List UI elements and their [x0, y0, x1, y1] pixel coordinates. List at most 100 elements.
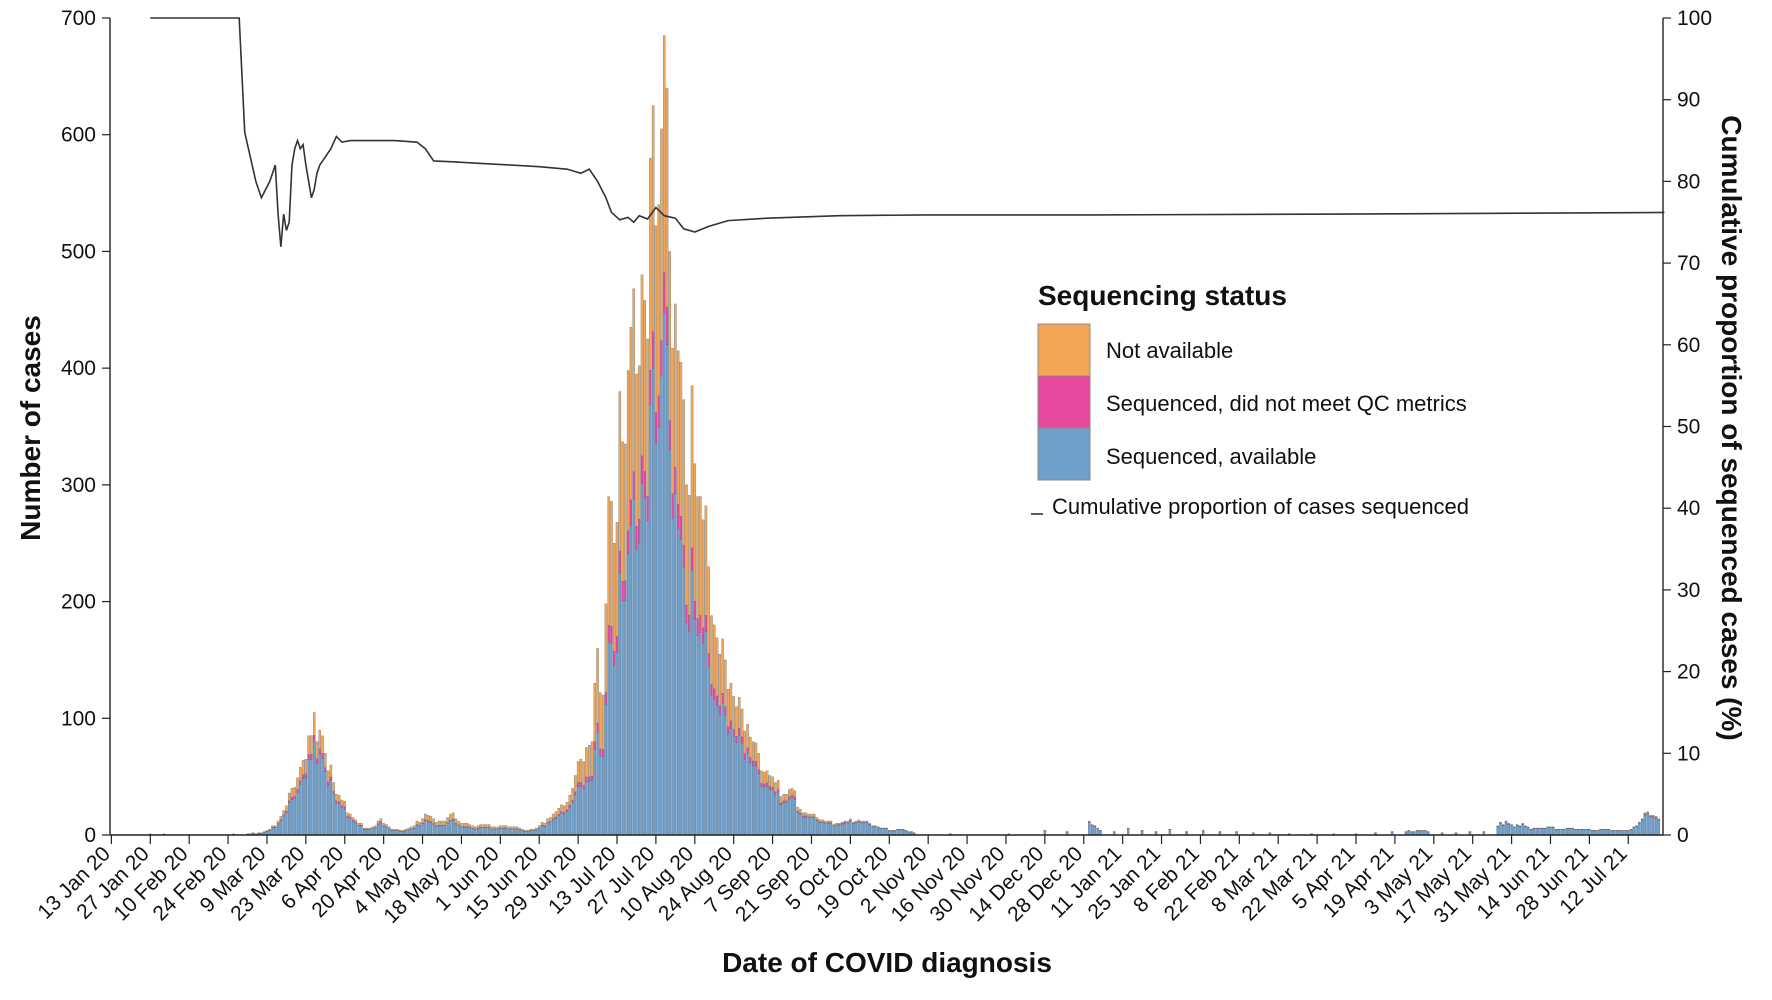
bar-segment [807, 813, 810, 817]
bar-segment [335, 802, 338, 836]
bar-segment [360, 823, 363, 826]
bar-segment [343, 808, 346, 836]
bar-segment [540, 825, 544, 836]
bar-segment [543, 823, 547, 827]
bar-segment [660, 340, 663, 377]
bar-segment [565, 802, 569, 810]
bar-segment [726, 726, 730, 735]
bar-segment [688, 495, 691, 616]
bar-segment [407, 829, 410, 836]
bar-segment [440, 825, 444, 836]
bar-segment [324, 767, 327, 772]
y2-tick-label: 50 [1677, 416, 1700, 439]
bar-segment [421, 818, 424, 824]
bar-segment [624, 580, 627, 601]
bar-segment [543, 826, 547, 836]
bar-segment [1652, 817, 1655, 836]
bar-segment [635, 525, 638, 550]
bar-segment [301, 778, 305, 836]
bar-segment [349, 817, 352, 819]
bar-segment [574, 791, 577, 796]
bar-segment [576, 786, 580, 836]
bar-segment [1496, 826, 1499, 836]
bar-segment [765, 785, 769, 836]
bar-segment [615, 651, 619, 836]
bar-segment [843, 820, 847, 823]
bar-segment [343, 801, 346, 807]
bar-segment [1652, 815, 1655, 817]
bar-segment [585, 776, 588, 782]
bar-segment [304, 759, 308, 774]
bar-segment [351, 820, 355, 836]
bar-segment [629, 327, 633, 501]
bar-segment [671, 517, 674, 836]
bar-segment [796, 810, 799, 813]
bar-segment [732, 695, 735, 730]
y-axis-title: Number of cases [15, 315, 46, 541]
bar-segment [885, 828, 888, 836]
bar-segment [718, 705, 722, 716]
bar-segment [751, 765, 755, 836]
bar-segment [643, 300, 647, 472]
y-tick-label: 700 [61, 7, 96, 30]
bar-segment [429, 821, 433, 823]
bar-segment [471, 828, 474, 836]
bar-segment [354, 819, 358, 823]
bar-segment [699, 615, 702, 633]
bar-segment [554, 816, 558, 819]
bar-segment [782, 802, 785, 836]
bar-segment [1499, 822, 1502, 823]
bar-segment [418, 826, 421, 836]
bar-segment [1607, 829, 1611, 836]
bar-segment [585, 747, 588, 778]
y2-tick-label: 40 [1677, 497, 1700, 520]
bar-segment [685, 604, 688, 623]
bar-segment [810, 817, 813, 836]
bar-segment [1521, 823, 1524, 825]
bar-segment [326, 781, 330, 786]
bar-segment [1632, 827, 1636, 836]
bar-segment [663, 35, 666, 273]
bar-segment [643, 498, 647, 836]
bar-segment [1629, 829, 1633, 836]
bar-segment [729, 728, 733, 836]
bar-segment [1554, 829, 1558, 836]
bar-segment [382, 826, 385, 836]
bar-segment [710, 695, 713, 836]
bar-segment [721, 638, 724, 694]
bar-segment [315, 763, 319, 836]
y-tick-label: 500 [61, 240, 96, 263]
bar-segment [768, 775, 772, 787]
bar-segment [851, 823, 855, 836]
bar-segment [568, 795, 572, 806]
bar-segment [785, 794, 788, 801]
bar-segment [876, 827, 880, 836]
bar-segment [482, 827, 485, 836]
bar-segment [332, 793, 335, 836]
bar-segment [551, 818, 555, 820]
bar-segment [285, 805, 288, 812]
bar-segment [293, 796, 296, 799]
bar-segment [365, 827, 369, 830]
bar-segment [579, 759, 583, 783]
bar-segment [682, 399, 685, 546]
bar-segment [1515, 825, 1519, 836]
bar-segment [860, 820, 863, 823]
bar-segment [432, 824, 435, 836]
bar-segment [1510, 825, 1513, 836]
bar-segment [510, 829, 513, 836]
bar-segment [1646, 812, 1649, 815]
bar-segment [579, 786, 583, 836]
bar-segment [1524, 825, 1527, 827]
bar-segment [601, 694, 605, 750]
bar-segment [329, 776, 333, 781]
bar-segment [632, 471, 635, 500]
bar-segment [1654, 817, 1658, 819]
bar-segment [835, 823, 838, 825]
bar-segment [1090, 824, 1094, 826]
bar-segment [846, 820, 849, 823]
bar-segment [657, 395, 660, 428]
bar-segment [429, 822, 433, 836]
bar-segment [446, 822, 449, 824]
y2-axis-title: Cumulative proportion of sequenced cases… [1716, 115, 1747, 740]
